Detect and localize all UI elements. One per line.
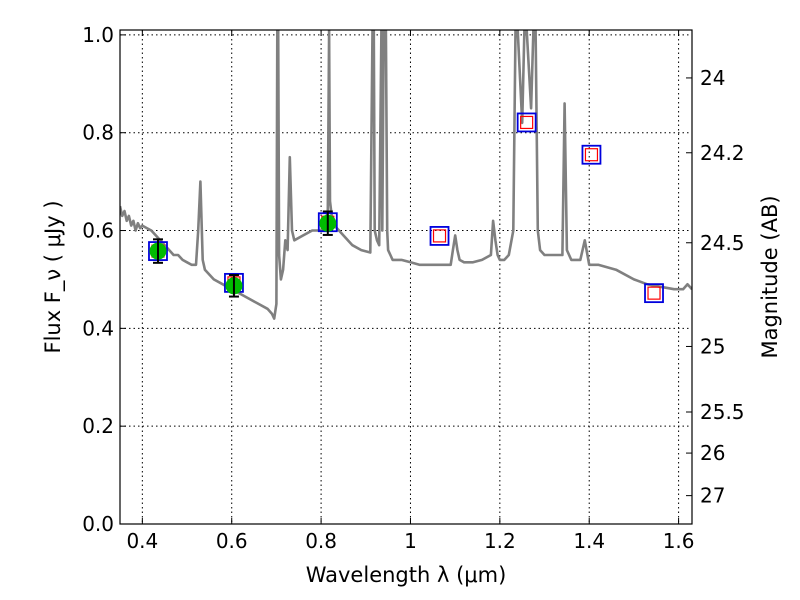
y-tick-label: 0.0 xyxy=(82,512,114,536)
y2-tick-label: 25 xyxy=(700,334,725,358)
x-tick-label: 0.8 xyxy=(305,529,337,553)
y-tick-label: 0.2 xyxy=(82,414,114,438)
y-tick-label: 1.0 xyxy=(82,23,114,47)
y-tick-label: 0.4 xyxy=(82,316,114,340)
grid xyxy=(120,30,692,525)
x-tick-label: 0.4 xyxy=(126,529,158,553)
x-tick-label: 0.6 xyxy=(216,529,248,553)
y2-tick-label: 27 xyxy=(700,484,725,508)
model-photometry-marker xyxy=(647,286,661,300)
spectrum-layer xyxy=(120,30,692,320)
y-axis-label: Flux F_ν ( μJy ) xyxy=(41,200,66,353)
points-layer xyxy=(148,112,664,304)
spectrum-line xyxy=(120,30,692,320)
model-photometry-marker xyxy=(584,148,599,162)
x-tick-label: 1 xyxy=(404,529,417,553)
y2-tick-label: 26 xyxy=(700,441,725,465)
x-tick-label: 1.2 xyxy=(484,529,516,553)
plot-frame xyxy=(119,29,693,525)
y2-tick-label: 24.5 xyxy=(700,231,745,255)
model-photometry-marker xyxy=(520,115,534,130)
y2-axis-label: Magnitude (AB) xyxy=(758,195,782,358)
x-tick-label: 1.4 xyxy=(573,529,605,553)
x-tick-label: 1.6 xyxy=(663,529,695,553)
y-axis: 0.0 0.2 0.4 0.6 0.8 1.0 xyxy=(82,23,126,536)
y-tick-label: 0.6 xyxy=(82,219,114,243)
model-photometry-marker xyxy=(432,229,447,243)
x-axis: 0.4 0.6 0.8 1 1.2 1.4 1.6 xyxy=(126,30,695,553)
model-photometry-box xyxy=(644,283,664,304)
model-photometry-box xyxy=(429,226,450,246)
y2-tick-label: 25.5 xyxy=(700,400,745,424)
y-tick-label: 0.8 xyxy=(82,121,114,145)
model-photometry-box xyxy=(516,112,537,133)
y2-tick-label: 24 xyxy=(700,66,725,90)
y2-tick-label: 24.2 xyxy=(700,141,745,165)
model-photometry-box xyxy=(581,144,602,165)
x-axis-label: Wavelength λ (μm) xyxy=(306,563,507,587)
y2-axis: 24 24.2 24.5 25 25.5 26 27 xyxy=(686,66,745,508)
